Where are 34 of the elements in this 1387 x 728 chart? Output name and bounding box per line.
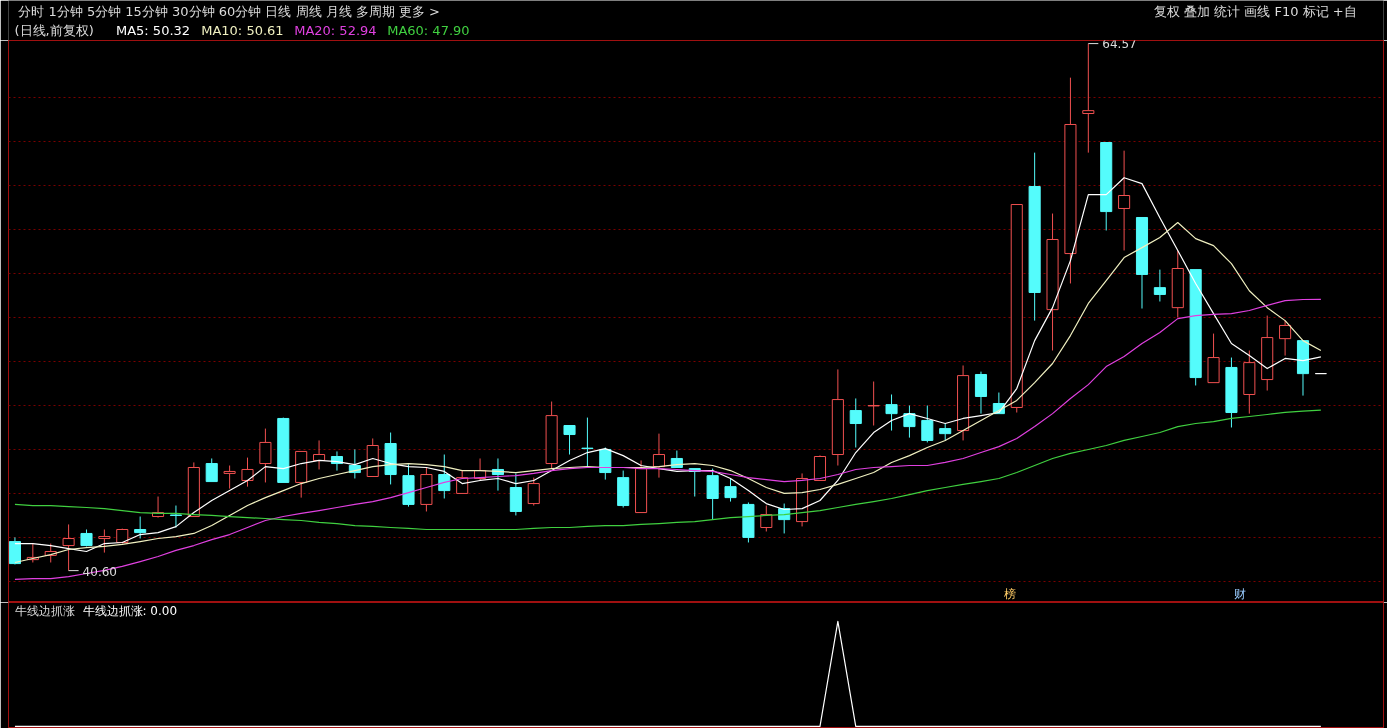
candlestick bbox=[652, 433, 666, 479]
text: MA10: 50.61 bbox=[201, 23, 284, 38]
candlestick bbox=[402, 463, 415, 508]
chart-title: 牛线边抓涨 bbox=[14, 603, 75, 618]
candlestick bbox=[384, 432, 397, 485]
candlestick bbox=[581, 417, 594, 468]
candlestick bbox=[849, 397, 862, 448]
candlestick bbox=[1279, 320, 1292, 357]
text: MA5: 50.32 bbox=[115, 23, 191, 38]
candlestick bbox=[974, 371, 988, 415]
text: 复权 叠加 统计 画线 F10 标记 +自 bbox=[1154, 4, 1357, 19]
candlestick bbox=[867, 381, 880, 426]
candlestick bbox=[1261, 315, 1274, 392]
candlestick bbox=[241, 457, 254, 488]
text: MA60: 47.90 bbox=[387, 23, 470, 38]
candlestick bbox=[1153, 269, 1166, 302]
candlestick bbox=[903, 404, 916, 439]
candlestick bbox=[885, 394, 898, 432]
candlestick bbox=[831, 368, 844, 467]
candlestick bbox=[509, 472, 522, 516]
candlestick bbox=[1064, 77, 1077, 284]
annotation: 榜 bbox=[1004, 586, 1017, 601]
candlestick bbox=[1046, 213, 1059, 352]
text: MA20: 52.94 bbox=[294, 23, 377, 38]
candlestick bbox=[259, 428, 272, 483]
text: 分时 1分钟 5分钟 15分钟 30分钟 60分钟 日线 周线 月线 多周期 更多 > bbox=[18, 4, 440, 19]
chart-title: (日线,前复权) bbox=[14, 23, 94, 38]
text: 牛线边抓涨: 0.00 bbox=[82, 603, 178, 618]
candlestick bbox=[957, 364, 970, 441]
candlestick bbox=[169, 505, 182, 529]
candlestick bbox=[1171, 249, 1184, 319]
candlestick bbox=[1028, 152, 1041, 322]
annotation: 财 bbox=[1233, 586, 1246, 601]
candlestick bbox=[1118, 150, 1131, 251]
